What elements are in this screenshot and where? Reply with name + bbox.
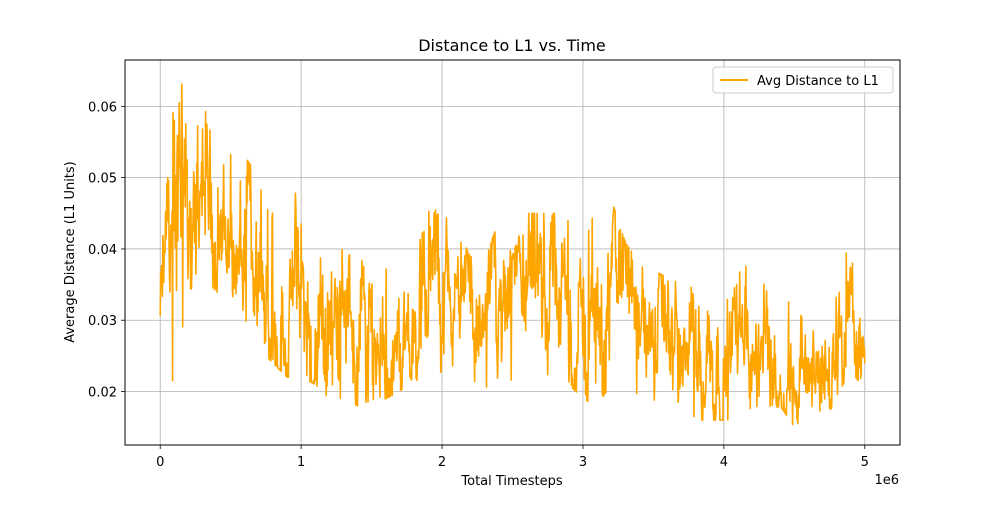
y-tick-label: 0.04 bbox=[88, 243, 117, 258]
x-axis-offset-label: 1e6 bbox=[874, 473, 899, 488]
y-axis-ticks: 0.02 0.03 0.04 0.05 0.06 bbox=[88, 100, 125, 401]
series-layer bbox=[159, 83, 866, 426]
x-tick-label: 3 bbox=[579, 455, 587, 470]
series-line bbox=[159, 83, 866, 426]
legend-label: Avg Distance to L1 bbox=[757, 74, 879, 89]
plot-frame bbox=[124, 59, 901, 446]
x-tick-label: 5 bbox=[861, 455, 869, 470]
grid bbox=[125, 60, 900, 445]
legend: Avg Distance to L1 bbox=[712, 66, 894, 94]
x-tick-label: 1 bbox=[297, 455, 305, 470]
y-tick-label: 0.06 bbox=[88, 100, 117, 115]
chart-title: Distance to L1 vs. Time bbox=[418, 36, 606, 55]
y-tick-label: 0.02 bbox=[88, 386, 117, 401]
y-tick-label: 0.03 bbox=[88, 314, 117, 329]
x-axis-ticks: 0 1 2 3 4 5 bbox=[156, 445, 869, 470]
x-tick-label: 2 bbox=[438, 455, 446, 470]
x-tick-label: 0 bbox=[156, 455, 164, 470]
y-tick-label: 0.05 bbox=[88, 172, 117, 187]
x-tick-label: 4 bbox=[720, 455, 728, 470]
x-axis-label: Total Timesteps bbox=[460, 474, 562, 489]
legend-box bbox=[712, 66, 894, 94]
y-axis-label: Average Distance (L1 Units) bbox=[63, 161, 78, 343]
